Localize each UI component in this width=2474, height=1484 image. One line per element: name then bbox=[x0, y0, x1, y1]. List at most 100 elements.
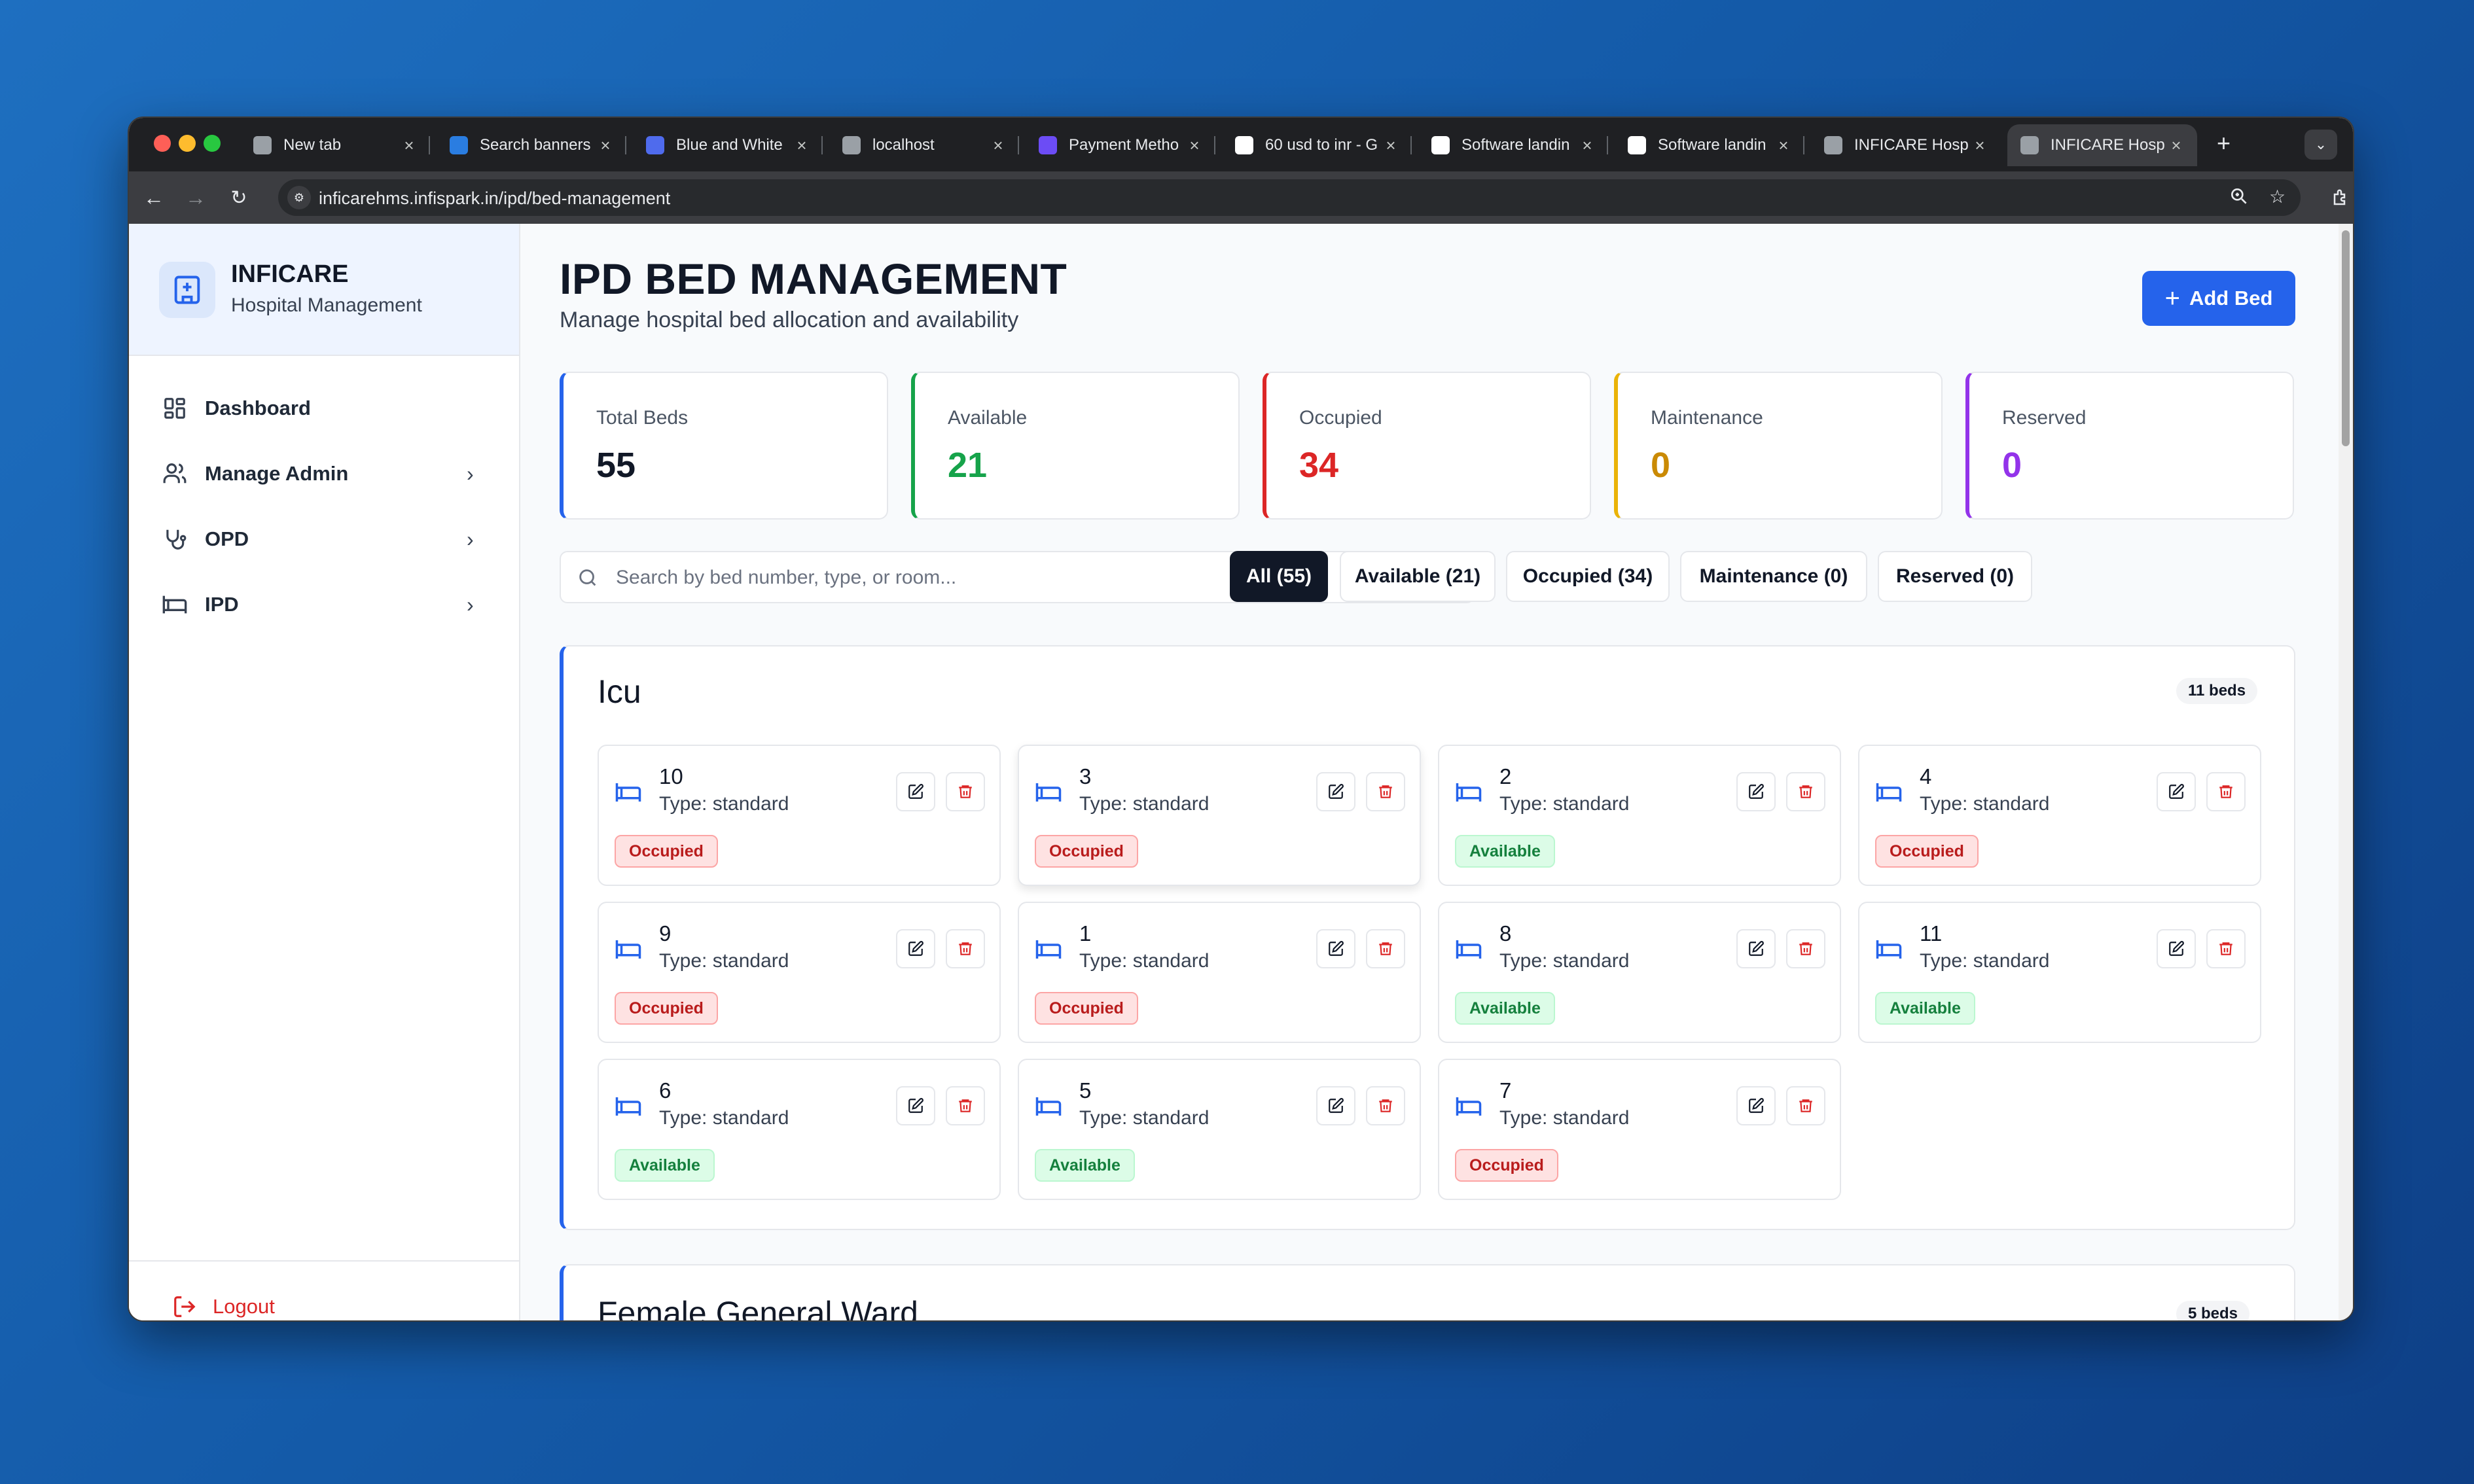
close-icon[interactable]: × bbox=[993, 135, 1003, 155]
browser-tab[interactable]: Search banners × bbox=[437, 124, 626, 166]
extensions-icon[interactable] bbox=[2327, 183, 2353, 212]
bed-card[interactable]: 4 Type: standard Occupied bbox=[1858, 745, 2261, 886]
stat-value: 0 bbox=[2002, 446, 2022, 485]
sidebar-item-manage-admin[interactable]: Manage Admin › bbox=[145, 446, 503, 501]
edit-bed-button[interactable] bbox=[1316, 929, 1355, 968]
close-window-button[interactable] bbox=[154, 135, 171, 152]
ward-bed-count-badge: 11 beds bbox=[2176, 678, 2258, 704]
scrollbar-thumb[interactable] bbox=[2342, 230, 2350, 446]
forward-icon[interactable]: → bbox=[185, 185, 206, 209]
browser-tab[interactable]: Software landin × bbox=[1418, 124, 1608, 166]
tab-separator bbox=[625, 136, 626, 154]
close-icon[interactable]: × bbox=[600, 135, 611, 155]
delete-bed-button[interactable] bbox=[946, 772, 985, 811]
bed-card[interactable]: 7 Type: standard Occupied bbox=[1438, 1059, 1841, 1200]
logout-button[interactable]: Logout bbox=[172, 1294, 275, 1319]
bed-card[interactable]: 1 Type: standard Occupied bbox=[1018, 902, 1421, 1043]
delete-bed-button[interactable] bbox=[1366, 929, 1405, 968]
close-icon[interactable]: × bbox=[1386, 135, 1396, 155]
close-icon[interactable]: × bbox=[1582, 135, 1592, 155]
bed-type: Type: standard bbox=[659, 950, 789, 972]
delete-bed-button[interactable] bbox=[1366, 1086, 1405, 1125]
delete-bed-button[interactable] bbox=[1786, 1086, 1825, 1125]
bed-card[interactable]: 10 Type: standard Occupied bbox=[598, 745, 1001, 886]
bed-card[interactable]: 8 Type: standard Available bbox=[1438, 902, 1841, 1043]
edit-bed-button[interactable] bbox=[2157, 929, 2196, 968]
brand-title: INFICARE bbox=[231, 260, 349, 288]
new-tab-button[interactable]: + bbox=[2217, 130, 2231, 156]
edit-bed-button[interactable] bbox=[1316, 1086, 1355, 1125]
delete-bed-button[interactable] bbox=[1786, 772, 1825, 811]
tab-search-button[interactable]: ⌄ bbox=[2304, 130, 2337, 160]
back-icon[interactable]: ← bbox=[143, 185, 164, 209]
sidebar-item-dashboard[interactable]: Dashboard bbox=[145, 381, 503, 436]
bed-card[interactable]: 9 Type: standard Occupied bbox=[598, 902, 1001, 1043]
minimize-window-button[interactable] bbox=[179, 135, 196, 152]
bed-icon bbox=[615, 1093, 642, 1123]
delete-bed-button[interactable] bbox=[1786, 929, 1825, 968]
bed-icon bbox=[1875, 936, 1903, 966]
edit-bed-button[interactable] bbox=[896, 772, 935, 811]
url-text[interactable]: inficarehms.infispark.in/ipd/bed-managem… bbox=[319, 188, 671, 208]
filter-tab[interactable]: All (55) bbox=[1230, 551, 1328, 602]
browser-tab[interactable]: INFICARE Hosp × bbox=[2007, 124, 2197, 166]
delete-bed-button[interactable] bbox=[1366, 772, 1405, 811]
browser-tab[interactable]: INFICARE Hosp × bbox=[1811, 124, 2001, 166]
bed-number: 10 bbox=[659, 764, 683, 788]
filter-tab[interactable]: Reserved (0) bbox=[1878, 551, 2032, 602]
edit-bed-button[interactable] bbox=[1316, 772, 1355, 811]
browser-tab[interactable]: New tab × bbox=[240, 124, 430, 166]
tab-separator bbox=[1214, 136, 1215, 154]
bed-card[interactable]: 2 Type: standard Available bbox=[1438, 745, 1841, 886]
browser-tab[interactable]: Payment Metho × bbox=[1026, 124, 1215, 166]
status-badge: Available bbox=[1035, 1149, 1135, 1182]
tab-title: Software landin bbox=[1658, 136, 1766, 154]
delete-bed-button[interactable] bbox=[2206, 929, 2246, 968]
brand-icon bbox=[1039, 136, 1057, 154]
bed-card[interactable]: 3 Type: standard Occupied bbox=[1018, 745, 1421, 886]
browser-tab[interactable]: Blue and White × bbox=[633, 124, 823, 166]
edit-bed-button[interactable] bbox=[1736, 1086, 1776, 1125]
filter-tab[interactable]: Occupied (34) bbox=[1506, 551, 1670, 602]
bed-card[interactable]: 5 Type: standard Available bbox=[1018, 1059, 1421, 1200]
brand-subtitle: Hospital Management bbox=[231, 294, 422, 316]
bookmark-star-icon[interactable]: ☆ bbox=[2269, 186, 2286, 207]
close-icon[interactable]: × bbox=[1778, 135, 1789, 155]
maximize-window-button[interactable] bbox=[204, 135, 221, 152]
bed-card[interactable]: 11 Type: standard Available bbox=[1858, 902, 2261, 1043]
delete-bed-button[interactable] bbox=[2206, 772, 2246, 811]
close-icon[interactable]: × bbox=[1975, 135, 1985, 155]
filter-tab[interactable]: Available (21) bbox=[1340, 551, 1496, 602]
edit-bed-button[interactable] bbox=[1736, 772, 1776, 811]
page-scrollbar[interactable] bbox=[2339, 224, 2353, 1320]
sidebar-item-opd[interactable]: OPD › bbox=[145, 512, 503, 567]
zoom-icon[interactable] bbox=[2229, 186, 2250, 211]
close-icon[interactable]: × bbox=[404, 135, 414, 155]
reload-icon[interactable]: ↻ bbox=[230, 186, 247, 209]
filter-tab[interactable]: Maintenance (0) bbox=[1680, 551, 1867, 602]
edit-icon bbox=[2168, 783, 2185, 800]
tab-title: 60 usd to inr - G bbox=[1265, 136, 1378, 154]
site-settings-icon[interactable]: ⚙ bbox=[287, 186, 311, 209]
delete-bed-button[interactable] bbox=[946, 929, 985, 968]
browser-tab[interactable]: Software landin × bbox=[1615, 124, 1804, 166]
bed-card[interactable]: 6 Type: standard Available bbox=[598, 1059, 1001, 1200]
close-icon[interactable]: × bbox=[797, 135, 807, 155]
bed-type: Type: standard bbox=[1079, 950, 1210, 972]
edit-bed-button[interactable] bbox=[896, 1086, 935, 1125]
address-bar[interactable]: ⚙ inficarehms.infispark.in/ipd/bed-manag… bbox=[278, 179, 2301, 216]
browser-tab[interactable]: 60 usd to inr - G × bbox=[1222, 124, 1412, 166]
close-icon[interactable]: × bbox=[1189, 135, 1200, 155]
close-icon[interactable]: × bbox=[2171, 135, 2181, 155]
edit-bed-button[interactable] bbox=[896, 929, 935, 968]
browser-tab[interactable]: localhost × bbox=[829, 124, 1019, 166]
edit-bed-button[interactable] bbox=[2157, 772, 2196, 811]
edit-bed-button[interactable] bbox=[1736, 929, 1776, 968]
sidebar-item-ipd[interactable]: IPD › bbox=[145, 577, 503, 632]
add-bed-button[interactable]: + Add Bed bbox=[2142, 271, 2295, 326]
trash-icon bbox=[957, 783, 974, 800]
stat-label: Maintenance bbox=[1651, 407, 1763, 429]
globe-icon bbox=[842, 136, 861, 154]
search-input[interactable] bbox=[615, 564, 1455, 592]
delete-bed-button[interactable] bbox=[946, 1086, 985, 1125]
